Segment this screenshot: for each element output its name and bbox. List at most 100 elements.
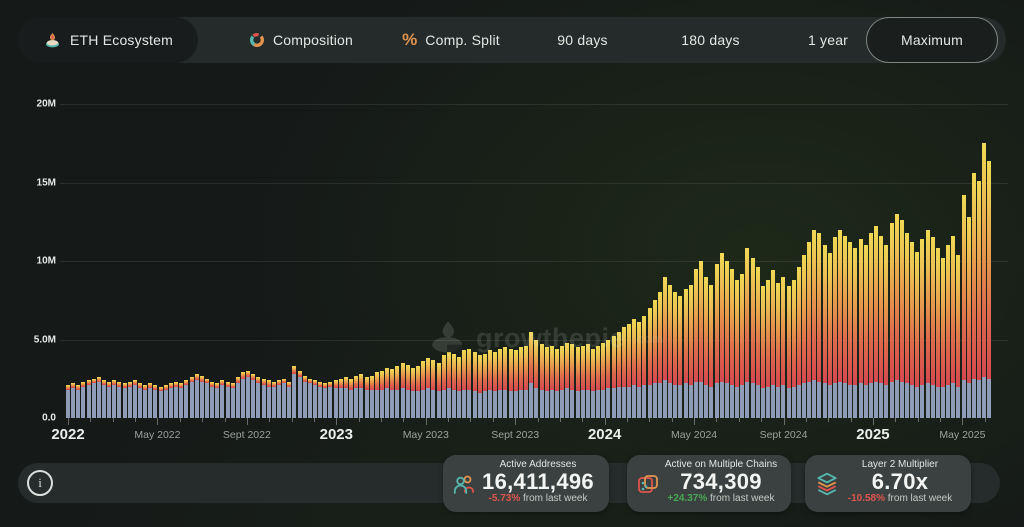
bar-segment-layer2[interactable] (518, 347, 523, 390)
bar-segment-layer2[interactable] (441, 355, 446, 390)
bar-segment-base[interactable] (287, 386, 292, 418)
bar-segment-base[interactable] (874, 381, 879, 418)
bar-segment-layer2[interactable] (925, 229, 930, 384)
bar-segment-base[interactable] (549, 389, 554, 418)
bar-segment-base[interactable] (436, 391, 441, 418)
bar-segment-layer2[interactable] (560, 345, 565, 390)
bar-segment-layer2[interactable] (606, 339, 611, 389)
bar-segment-base[interactable] (827, 385, 832, 418)
bar-segment-base[interactable] (210, 386, 215, 418)
bar-segment-base[interactable] (163, 389, 168, 418)
bar-segment-base[interactable] (204, 383, 209, 418)
bar-segment-layer2[interactable] (266, 380, 271, 387)
bar-segment-base[interactable] (807, 381, 812, 418)
bar-segment-base[interactable] (256, 383, 261, 418)
bar-segment-base[interactable] (802, 383, 807, 418)
bar-segment-layer2[interactable] (446, 352, 451, 389)
bar-segment-layer2[interactable] (951, 235, 956, 384)
bar-segment-base[interactable] (904, 383, 909, 418)
bar-segment-base[interactable] (781, 385, 786, 418)
bar-segment-layer2[interactable] (96, 377, 101, 382)
bar-segment-layer2[interactable] (760, 286, 765, 389)
bar-segment-layer2[interactable] (189, 377, 194, 382)
bar-segment-layer2[interactable] (899, 220, 904, 382)
bar-segment-layer2[interactable] (452, 353, 457, 390)
bar-segment-base[interactable] (987, 378, 992, 418)
bar-segment-base[interactable] (832, 383, 837, 418)
bar-segment-layer2[interactable] (91, 378, 96, 384)
bar-segment-layer2[interactable] (313, 380, 318, 386)
bar-segment-base[interactable] (76, 389, 81, 418)
bar-segment-layer2[interactable] (318, 381, 323, 387)
bar-segment-base[interactable] (349, 389, 354, 418)
bar-segment-layer2[interactable] (277, 380, 282, 386)
bar-segment-base[interactable] (961, 380, 966, 418)
bar-segment-base[interactable] (894, 380, 899, 418)
bar-segment-base[interactable] (884, 385, 889, 418)
bar-segment-layer2[interactable] (627, 323, 632, 387)
bar-segment-layer2[interactable] (117, 381, 122, 387)
bar-segment-layer2[interactable] (817, 232, 822, 382)
bar-segment-base[interactable] (482, 391, 487, 418)
bar-segment-base[interactable] (853, 385, 858, 418)
bar-segment-base[interactable] (457, 391, 462, 418)
bar-segment-layer2[interactable] (462, 350, 467, 390)
info-icon[interactable]: i (27, 470, 53, 496)
bar-segment-base[interactable] (786, 388, 791, 418)
bar-segment-base[interactable] (663, 380, 668, 418)
bar-segment-base[interactable] (379, 389, 384, 418)
bar-segment-base[interactable] (683, 383, 688, 418)
bar-segment-base[interactable] (765, 386, 770, 418)
bar-segment-layer2[interactable] (678, 295, 683, 386)
bar-segment-base[interactable] (771, 385, 776, 418)
bar-segment-base[interactable] (174, 386, 179, 418)
bar-segment-base[interactable] (740, 385, 745, 418)
bar-segment-layer2[interactable] (807, 242, 812, 382)
bar-segment-layer2[interactable] (740, 273, 745, 386)
bar-segment-layer2[interactable] (843, 235, 848, 384)
bar-segment-base[interactable] (117, 386, 122, 418)
bar-segment-base[interactable] (565, 388, 570, 418)
bar-segment-base[interactable] (755, 385, 760, 418)
bar-segment-layer2[interactable] (786, 286, 791, 389)
bar-segment-layer2[interactable] (323, 383, 328, 389)
bar-segment-base[interactable] (915, 386, 920, 418)
bar-segment-base[interactable] (71, 388, 76, 418)
bar-segment-layer2[interactable] (498, 348, 503, 390)
bar-segment-base[interactable] (395, 389, 400, 418)
range-180-days[interactable]: 180 days (681, 32, 740, 48)
bar-segment-base[interactable] (431, 389, 436, 418)
bar-segment-layer2[interactable] (184, 380, 189, 386)
bar-segment-layer2[interactable] (513, 350, 518, 392)
bar-segment-layer2[interactable] (81, 381, 86, 387)
bar-segment-layer2[interactable] (796, 267, 801, 386)
bar-segment-base[interactable] (693, 381, 698, 418)
bar-segment-layer2[interactable] (86, 380, 91, 386)
bar-segment-base[interactable] (704, 385, 709, 418)
bar-segment-layer2[interactable] (174, 381, 179, 387)
bar-segment-layer2[interactable] (729, 268, 734, 386)
bar-segment-base[interactable] (333, 388, 338, 418)
bar-segment-layer2[interactable] (935, 248, 940, 387)
bar-segment-layer2[interactable] (539, 344, 544, 390)
bar-segment-layer2[interactable] (112, 380, 117, 386)
bar-segment-base[interactable] (977, 380, 982, 418)
bar-segment-layer2[interactable] (431, 359, 436, 390)
bar-segment-base[interactable] (446, 388, 451, 418)
bar-segment-base[interactable] (590, 391, 595, 418)
bar-segment-base[interactable] (627, 386, 632, 418)
bar-segment-layer2[interactable] (508, 348, 513, 392)
bar-segment-layer2[interactable] (910, 242, 915, 386)
bar-segment-layer2[interactable] (477, 355, 482, 393)
bar-segment-base[interactable] (518, 389, 523, 418)
bar-segment-base[interactable] (143, 389, 148, 418)
bar-segment-layer2[interactable] (750, 257, 755, 384)
bar-segment-layer2[interactable] (261, 378, 266, 386)
bar-segment-layer2[interactable] (349, 378, 354, 390)
bar-segment-layer2[interactable] (724, 261, 729, 384)
bar-segment-layer2[interactable] (776, 282, 781, 387)
bar-segment-base[interactable] (158, 391, 163, 418)
bar-segment-layer2[interactable] (467, 348, 472, 390)
bar-segment-base[interactable] (364, 389, 369, 418)
bar-segment-layer2[interactable] (503, 347, 508, 390)
